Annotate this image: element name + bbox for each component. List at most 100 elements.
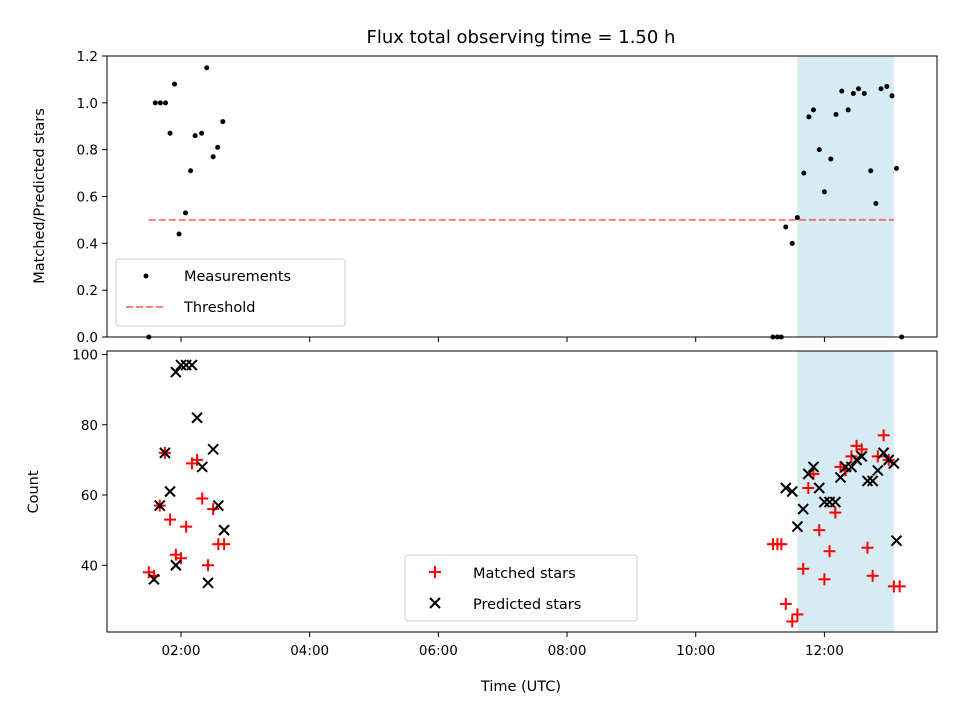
matched-star-point	[174, 552, 187, 565]
top-shaded-span	[797, 56, 894, 337]
predicted-star-point	[170, 559, 182, 571]
predicted-star-point	[154, 499, 166, 512]
x-tick-label: 04:00	[290, 643, 329, 659]
measurement-point	[856, 86, 862, 92]
predicted-star-point	[866, 475, 879, 487]
predicted-star-point	[872, 464, 884, 477]
predicted-star-point	[818, 496, 831, 508]
matched-star-point	[218, 538, 231, 551]
top-y-tick-label: 0.2	[77, 283, 98, 299]
matched-star-point	[791, 608, 804, 621]
top-legend-box	[115, 258, 346, 327]
measurement-point	[801, 170, 807, 176]
measurement-point	[199, 130, 205, 136]
predicted-star-point	[207, 443, 219, 456]
measurement-point	[839, 88, 845, 94]
matched-star-point	[893, 580, 906, 593]
bottom-legend: Matched stars Predicted stars	[404, 554, 638, 622]
predicted-star-point	[202, 577, 214, 589]
matched-star-point	[775, 538, 788, 551]
predicted-star-point	[786, 485, 798, 498]
predicted-star-point	[191, 412, 203, 424]
top-legend: Measurements Threshold	[115, 258, 346, 327]
matched-star-point	[877, 429, 890, 442]
measurement-point	[806, 114, 812, 120]
chart-title: Flux total observing time = 1.50 h	[367, 27, 676, 48]
measurement-points	[146, 65, 905, 340]
predicted-star-point	[780, 482, 792, 494]
x-axis-label: Time (UTC)	[480, 679, 561, 695]
measurement-point	[157, 100, 163, 106]
legend-matched-label: Matched stars	[473, 566, 576, 582]
predicted-star-point	[170, 366, 182, 378]
matched-star-point	[779, 597, 792, 610]
measurements-legend-marker	[143, 273, 149, 279]
matched-star-point	[813, 524, 826, 537]
measurement-point	[167, 130, 173, 136]
measurement-point	[182, 210, 188, 216]
predicted-star-point	[845, 461, 858, 473]
measurement-point	[794, 215, 800, 221]
measurement-point	[210, 154, 216, 160]
measurement-point	[789, 240, 795, 246]
bottom-y-tick-label: 80	[81, 418, 98, 434]
measurement-point	[821, 189, 827, 195]
matched-star-point	[866, 569, 879, 582]
predicted-star-point	[888, 457, 900, 470]
top-y-tick-label: 1.2	[77, 49, 98, 65]
bottom-legend-box	[404, 554, 638, 622]
measurement-point	[889, 93, 895, 99]
x-tick-label: 10:00	[676, 643, 715, 659]
matched-star-point	[823, 545, 836, 558]
bottom-y-tick-label: 100	[72, 348, 98, 364]
top-y-tick-label: 0.6	[77, 190, 98, 206]
measurement-point	[810, 107, 816, 113]
measurement-point	[868, 168, 874, 174]
measurement-point	[204, 65, 210, 71]
top-y-tick-label: 1.0	[77, 96, 98, 112]
top-y-axis-label: Matched/Predicted stars	[32, 108, 48, 284]
matched-star-point	[786, 615, 799, 628]
count-points	[142, 359, 906, 628]
x-tick-label: 12:00	[805, 643, 844, 659]
predicted-star-point	[797, 503, 809, 515]
predicted-star-point	[813, 482, 825, 494]
measurement-point	[188, 168, 194, 174]
x-tick-label: 08:00	[548, 643, 587, 659]
measurement-point	[163, 100, 169, 106]
bottom-y-ticks: 40 60 80 100	[72, 348, 107, 574]
measurement-point	[878, 86, 884, 92]
measurement-point	[850, 90, 856, 96]
predicted-star-point	[890, 534, 903, 547]
predicted-star-point	[850, 454, 863, 466]
measurement-point	[215, 144, 221, 150]
measurement-point	[884, 83, 890, 89]
measurement-point	[816, 147, 822, 153]
bottom-y-axis-label: Count	[26, 470, 42, 513]
predicted-star-point	[829, 496, 842, 508]
measurement-point	[873, 201, 879, 207]
measurement-point	[172, 81, 178, 87]
measurement-point	[783, 224, 789, 230]
matched-star-point	[802, 481, 815, 494]
predicted-star-point	[186, 359, 198, 371]
predicted-star-point	[148, 573, 160, 586]
matched-star-point	[202, 559, 215, 572]
bottom-y-tick-label: 60	[81, 488, 98, 504]
bottom-x-ticks: 02:00 04:00 06:00 08:00 10:00 12:00	[162, 632, 844, 659]
predicted-star-point	[218, 524, 230, 536]
bottom-panel: 40 60 80 100 02:00 04:00 06:00 08:00 10:00 12:00…	[26, 348, 938, 695]
x-tick-label: 02:00	[162, 643, 201, 659]
predicted-star-point	[807, 461, 820, 473]
measurement-point	[845, 107, 851, 113]
measurement-point	[893, 165, 899, 171]
predicted-star-point	[877, 447, 890, 459]
measurement-point	[220, 119, 226, 125]
predicted-star-point	[159, 447, 171, 459]
x-tick-label: 06:00	[419, 643, 458, 659]
bottom-shaded-span	[797, 351, 894, 632]
measurement-point	[833, 112, 839, 118]
legend-measurements-label: Measurements	[184, 269, 291, 285]
predicted-star-point	[164, 485, 176, 498]
top-y-tick-label: 0.0	[77, 330, 98, 346]
